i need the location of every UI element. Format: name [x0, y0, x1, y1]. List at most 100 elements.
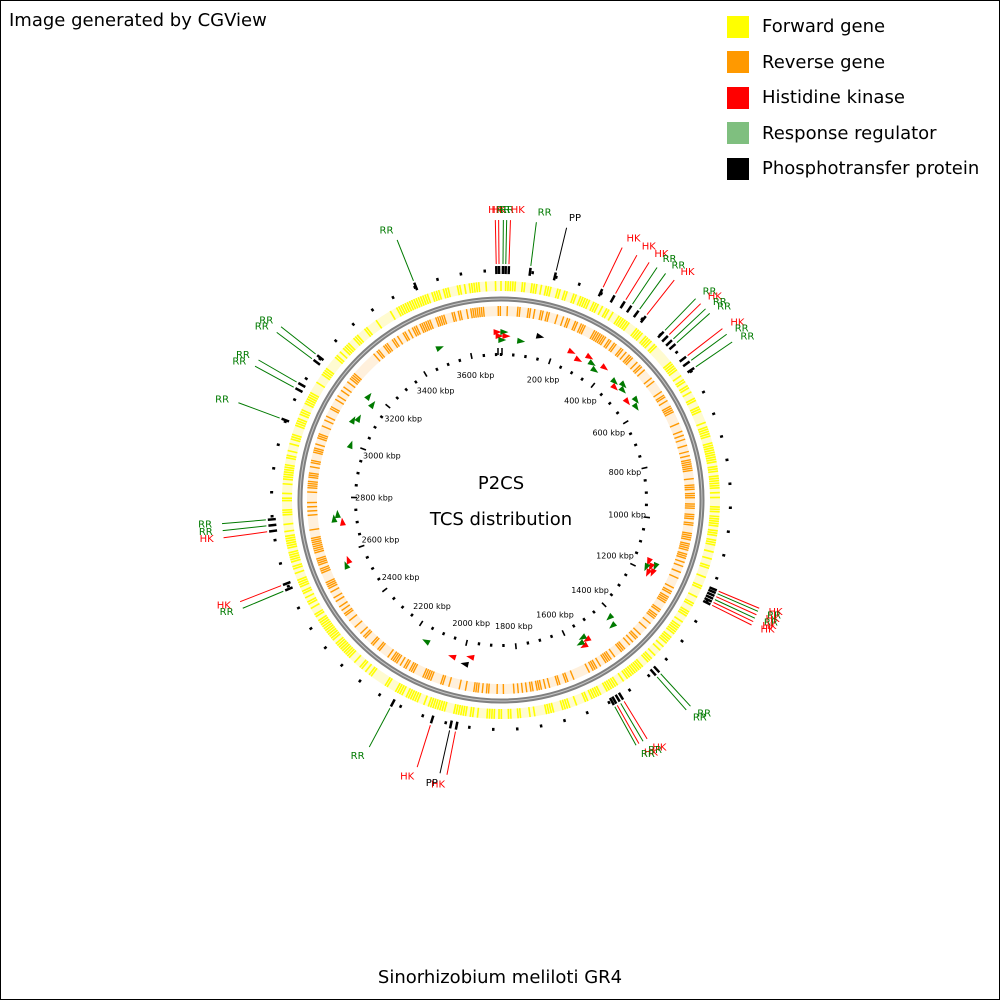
tcs-arrow-marker	[618, 380, 627, 389]
reverse-gene-mark	[396, 335, 404, 345]
forward-gene-mark	[283, 475, 294, 479]
reverse-gene-mark	[657, 595, 667, 602]
reverse-gene-mark	[516, 683, 520, 694]
reverse-gene-mark	[307, 480, 318, 484]
forward-gene-mark	[411, 690, 418, 701]
forward-gene-mark	[419, 296, 425, 306]
forward-gene-mark	[325, 367, 335, 375]
reverse-gene-mark	[318, 433, 329, 438]
forward-gene-mark	[704, 448, 715, 453]
tcs-arrow-marker	[493, 329, 502, 336]
tcs-position-tick	[668, 343, 677, 351]
reverse-gene-mark	[573, 321, 579, 332]
reverse-gene-mark	[469, 308, 473, 319]
callout-line	[676, 312, 711, 344]
forward-gene-mark	[699, 564, 710, 570]
reverse-gene-mark	[536, 680, 541, 691]
callout-line	[616, 705, 640, 744]
callout-label: RR	[663, 254, 677, 265]
reverse-gene-mark	[512, 683, 515, 694]
reverse-gene-mark	[317, 559, 328, 564]
scale-major-tick	[358, 544, 365, 549]
forward-gene-mark	[676, 380, 686, 388]
forward-gene-mark	[589, 688, 596, 699]
outer-ring-dot	[377, 692, 382, 697]
callout-line	[555, 227, 568, 271]
callout-line	[368, 708, 391, 748]
backbone-ring	[297, 296, 705, 704]
forward-gene-mark	[665, 627, 675, 635]
scale-minor-tick	[580, 377, 584, 382]
forward-gene-mark	[296, 575, 307, 582]
reverse-gene-mark	[307, 487, 318, 490]
forward-gene-mark	[308, 598, 318, 606]
callout-label: HK	[217, 600, 232, 611]
tcs-arrow-marker	[618, 385, 626, 394]
reverse-gene-mark	[680, 458, 691, 463]
reverse-gene-mark	[412, 663, 419, 674]
reverse-gene-mark	[648, 608, 658, 616]
tcs-arrow-marker	[599, 363, 609, 371]
reverse-gene-mark	[313, 547, 324, 552]
callout-line	[280, 326, 316, 355]
forward-gene-mark	[282, 511, 293, 514]
reverse-gene-mark	[391, 339, 399, 349]
forward-gene-mark	[697, 425, 708, 431]
tcs-arrow-marker	[590, 365, 599, 373]
forward-gene-mark	[678, 384, 689, 392]
forward-gene-mark	[413, 298, 419, 309]
reverse-gene-mark	[313, 449, 324, 454]
forward-gene-mark	[342, 347, 351, 356]
forward-gene-mark	[706, 460, 717, 465]
forward-gene-mark	[683, 600, 694, 607]
reverse-gene-mark	[544, 311, 549, 322]
reverse-gene-mark	[530, 681, 534, 692]
forward-gene-mark	[296, 419, 307, 426]
forward-gene-mark	[421, 295, 428, 306]
forward-gene-mark	[691, 410, 702, 416]
legend-swatch-histidine-kinase	[727, 86, 749, 109]
tcs-arrow-marker	[578, 633, 588, 640]
tcs-strand-arrows	[331, 328, 660, 668]
reverse-gene-mark	[682, 467, 693, 471]
forward-gene-mark	[304, 592, 315, 599]
reverse-gene-mark	[472, 307, 475, 319]
scale-tick-label: 3000 kbp	[363, 451, 401, 460]
reverse-gene-mark	[348, 614, 358, 622]
reverse-gene-mark	[672, 430, 683, 436]
forward-gene-mark	[690, 408, 701, 414]
tcs-arrow-marker	[331, 514, 338, 523]
reverse-gene-mark	[321, 568, 331, 574]
callout-label: RR	[255, 321, 269, 332]
scale-minor-tick	[592, 610, 596, 614]
callout-line	[620, 703, 644, 742]
forward-gene-mark	[301, 408, 311, 415]
tcs-position-tick	[268, 523, 277, 527]
reverse-gene-mark	[327, 581, 337, 588]
forward-gene-mark	[304, 402, 314, 409]
reverse-gene-mark	[315, 443, 326, 448]
forward-gene-mark	[324, 624, 334, 632]
forward-gene-mark	[633, 660, 642, 669]
forward-gene-mark	[455, 704, 459, 715]
tcs-position-tick	[657, 330, 665, 339]
reverse-gene-mark	[473, 682, 476, 693]
callout-line	[717, 593, 759, 612]
reverse-gene-mark	[402, 332, 409, 342]
reverse-gene-mark	[598, 335, 605, 345]
reverse-gene-mark	[350, 376, 360, 384]
scale-minor-tick	[410, 613, 414, 617]
organism-name: Sinorhizobium meliloti GR4	[377, 967, 623, 988]
forward-gene-mark	[310, 602, 320, 610]
legend-swatch-reverse-gene	[727, 51, 749, 74]
reverse-gene-mark	[482, 306, 485, 317]
reverse-gene-mark	[403, 658, 410, 669]
forward-gene-mark	[601, 682, 608, 692]
reverse-gene-mark	[563, 672, 569, 683]
forward-gene-mark	[341, 643, 351, 652]
tcs-position-tick	[552, 272, 558, 281]
reverse-gene-mark	[329, 407, 340, 414]
scale-minor-tick	[633, 443, 638, 447]
tcs-arrow-marker	[368, 401, 376, 410]
callout-line	[508, 220, 511, 265]
